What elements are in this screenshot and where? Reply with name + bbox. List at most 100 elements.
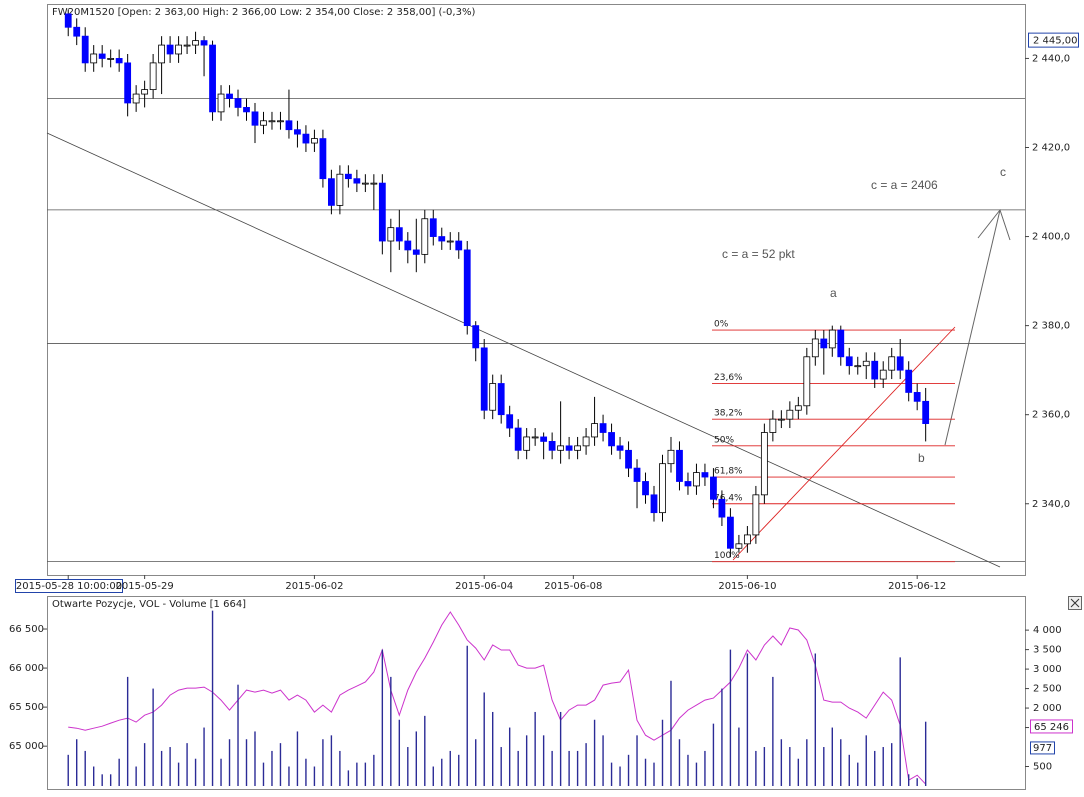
vol-marker: [1030, 741, 1055, 755]
candle-body: [752, 494, 760, 536]
x-tick-label: 2015-06-02: [285, 581, 343, 592]
candle-body: [871, 360, 879, 380]
volume-panel: [47, 596, 1026, 790]
candle-body: [149, 62, 157, 91]
candle-body: [565, 445, 573, 451]
candle-body: [294, 129, 301, 135]
y-tick-label: 66 500: [9, 624, 44, 635]
candle-body: [582, 436, 590, 447]
candle-body: [192, 40, 199, 46]
candle-body: [684, 481, 692, 487]
candle-body: [463, 249, 471, 327]
annotation: c: [1000, 165, 1006, 179]
candle-body: [540, 436, 548, 442]
x-tick-label: 2015-06-04: [455, 581, 513, 592]
candle-body: [429, 218, 437, 237]
fib-label: 50%: [714, 435, 734, 445]
candle-body: [769, 418, 777, 433]
candle-body: [879, 369, 887, 380]
candle-body: [650, 494, 658, 514]
candle-body: [421, 218, 429, 255]
x-tick-label: 2015-06-12: [888, 581, 946, 592]
candle-body: [591, 423, 598, 438]
candle-body: [455, 240, 463, 251]
candle-body: [438, 236, 446, 242]
trend-line: [46, 132, 1001, 568]
x-tick-label: 2015-06-10: [718, 581, 776, 592]
candle-body: [693, 472, 700, 487]
candle-body: [718, 498, 726, 518]
y2-tick-label: 3 500: [1033, 645, 1062, 656]
candle-body: [794, 405, 802, 411]
y-tick-label: 65 500: [9, 702, 44, 713]
candle-body: [743, 534, 751, 545]
fib-diagonal: [732, 326, 956, 561]
candle-body: [277, 120, 284, 123]
candle-body: [531, 436, 539, 439]
candle-body: [472, 325, 480, 349]
open-interest-line: [68, 611, 927, 785]
candle-body: [251, 111, 259, 126]
candle-body: [166, 44, 174, 55]
candle-body: [497, 383, 505, 416]
candle-body: [378, 182, 386, 242]
candle-body: [64, 13, 72, 28]
candle-body: [480, 347, 488, 411]
candle-body: [141, 89, 149, 95]
candle-body: [676, 449, 683, 482]
candle-body: [633, 467, 641, 482]
candle-body: [115, 58, 123, 64]
candle-body: [599, 423, 607, 433]
crosshair-box: [15, 579, 123, 593]
candle-body: [837, 329, 845, 358]
candle-body: [107, 58, 115, 60]
candle-body: [786, 409, 794, 420]
y-tick-label: 2 380,0: [1032, 321, 1070, 332]
fib-label: 76,4%: [714, 493, 743, 503]
annotation: b: [918, 451, 925, 465]
candle-body: [514, 427, 522, 451]
y-tick-label: 2 440,0: [1032, 53, 1070, 64]
annotation: c = a = 2406: [871, 178, 938, 192]
y-tick-label: 65 000: [9, 741, 44, 752]
candle-body: [209, 44, 216, 113]
fib-label: 100%: [714, 551, 740, 561]
y2-tick-label: 500: [1033, 762, 1052, 773]
candle-body: [777, 418, 785, 421]
candle-body: [489, 383, 497, 411]
candle-body: [268, 120, 276, 123]
fib-label: 23,6%: [714, 373, 743, 383]
candle-body: [735, 543, 743, 549]
candle-body: [302, 133, 310, 144]
candle-body: [370, 182, 378, 185]
y-tick-label: 2 420,0: [1032, 143, 1070, 154]
candle-body: [90, 53, 98, 64]
candle-body: [132, 93, 140, 104]
annotation: c = a = 52 pkt: [722, 247, 795, 261]
y-tick-label: 66 000: [9, 663, 44, 674]
candle-body: [260, 120, 267, 126]
candle-body: [319, 138, 327, 180]
y2-tick-label: 4 000: [1033, 625, 1062, 636]
x-tick-label: 2015-05-28 10:00:00: [16, 581, 122, 592]
oi-marker-label: 65 246: [1034, 722, 1069, 733]
candle-body: [608, 432, 615, 447]
candle-body: [328, 178, 335, 206]
fib-label: 0%: [714, 320, 729, 330]
candle-body: [506, 414, 514, 429]
candle-body: [905, 369, 913, 393]
candle-body: [574, 445, 581, 451]
price-panel: [47, 4, 1026, 576]
candle-body: [888, 356, 896, 371]
annotation: a: [830, 286, 837, 300]
candle-body: [81, 35, 89, 64]
candle-body: [361, 182, 369, 185]
y-tick-label: 2 340,0: [1032, 499, 1070, 510]
candle-body: [217, 93, 225, 113]
candle-body: [395, 227, 403, 242]
candle-body: [659, 463, 666, 514]
price-marker-label: 2 445,00: [1033, 36, 1078, 47]
candle-body: [922, 400, 930, 424]
